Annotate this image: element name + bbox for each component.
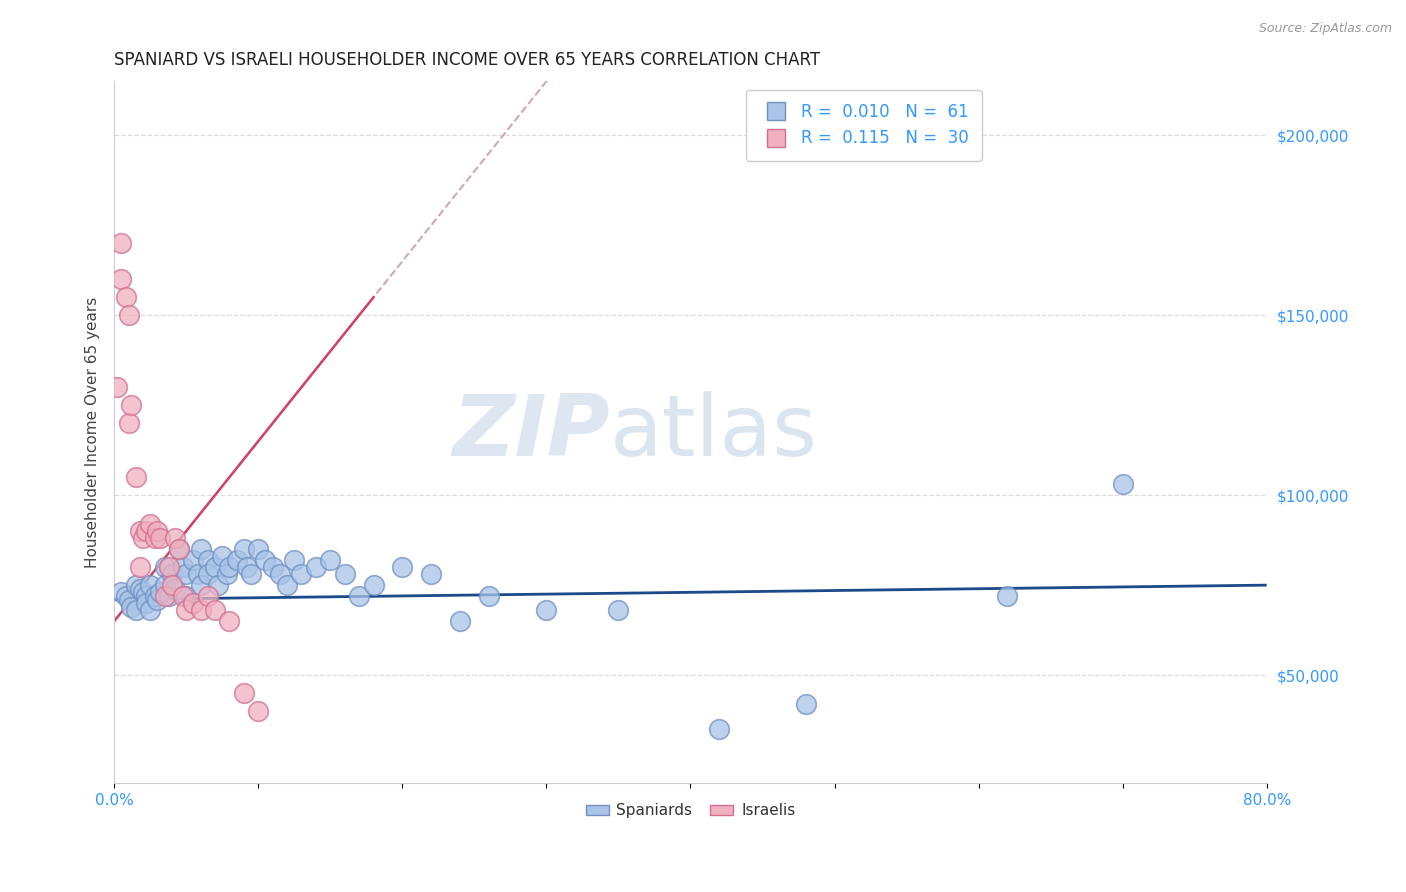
Point bbox=[363, 578, 385, 592]
Y-axis label: Householder Income Over 65 years: Householder Income Over 65 years bbox=[86, 296, 100, 568]
Point bbox=[172, 589, 194, 603]
Point bbox=[391, 560, 413, 574]
Point bbox=[117, 592, 139, 607]
Point bbox=[262, 560, 284, 574]
Point bbox=[240, 567, 263, 582]
Point bbox=[110, 585, 132, 599]
Point bbox=[153, 560, 176, 574]
Point bbox=[105, 380, 128, 394]
Point bbox=[157, 589, 180, 603]
Point bbox=[207, 578, 229, 592]
Point bbox=[139, 516, 162, 531]
Point bbox=[276, 578, 298, 592]
Point bbox=[197, 553, 219, 567]
Point bbox=[190, 578, 212, 592]
Point bbox=[536, 603, 558, 617]
Point bbox=[135, 524, 157, 538]
Point bbox=[135, 589, 157, 603]
Point bbox=[139, 578, 162, 592]
Point bbox=[139, 603, 162, 617]
Point bbox=[114, 589, 136, 603]
Point bbox=[183, 553, 205, 567]
Point bbox=[110, 272, 132, 286]
Point bbox=[290, 567, 312, 582]
Point bbox=[449, 614, 471, 628]
Point bbox=[174, 567, 197, 582]
Text: Source: ZipAtlas.com: Source: ZipAtlas.com bbox=[1258, 22, 1392, 36]
Text: SPANIARD VS ISRAELI HOUSEHOLDER INCOME OVER 65 YEARS CORRELATION CHART: SPANIARD VS ISRAELI HOUSEHOLDER INCOME O… bbox=[114, 51, 820, 69]
Point bbox=[110, 236, 132, 251]
Point bbox=[167, 542, 190, 557]
Point bbox=[204, 603, 226, 617]
Point bbox=[478, 589, 501, 603]
Point bbox=[153, 578, 176, 592]
Point bbox=[218, 560, 240, 574]
Point bbox=[125, 603, 148, 617]
Point bbox=[172, 560, 194, 574]
Point bbox=[121, 398, 143, 412]
Point bbox=[709, 722, 731, 736]
Point bbox=[146, 592, 169, 607]
Point bbox=[218, 614, 240, 628]
Point bbox=[149, 532, 172, 546]
Point bbox=[163, 532, 186, 546]
Point bbox=[254, 553, 277, 567]
Point bbox=[197, 589, 219, 603]
Point bbox=[160, 567, 183, 582]
Point bbox=[190, 542, 212, 557]
Point bbox=[215, 567, 238, 582]
Point bbox=[247, 542, 270, 557]
Point bbox=[232, 542, 254, 557]
Point bbox=[197, 567, 219, 582]
Legend: Spaniards, Israelis: Spaniards, Israelis bbox=[579, 797, 801, 824]
Point bbox=[125, 470, 148, 484]
Point bbox=[163, 582, 186, 596]
Point bbox=[149, 585, 172, 599]
Point bbox=[117, 308, 139, 322]
Point bbox=[129, 560, 152, 574]
Point bbox=[187, 567, 209, 582]
Point bbox=[143, 532, 166, 546]
Point bbox=[114, 290, 136, 304]
Point bbox=[269, 567, 291, 582]
Point bbox=[167, 542, 190, 557]
Point bbox=[232, 686, 254, 700]
Point bbox=[132, 585, 155, 599]
Text: ZIP: ZIP bbox=[453, 391, 610, 474]
Point bbox=[247, 704, 270, 718]
Point bbox=[235, 560, 257, 574]
Point bbox=[135, 596, 157, 610]
Point bbox=[225, 553, 247, 567]
Point bbox=[174, 603, 197, 617]
Point bbox=[157, 560, 180, 574]
Point bbox=[333, 567, 356, 582]
Point bbox=[997, 589, 1019, 603]
Point bbox=[607, 603, 630, 617]
Point bbox=[420, 567, 443, 582]
Point bbox=[146, 524, 169, 538]
Point bbox=[347, 589, 370, 603]
Point bbox=[153, 589, 176, 603]
Point bbox=[129, 582, 152, 596]
Point bbox=[183, 596, 205, 610]
Point bbox=[283, 553, 305, 567]
Point bbox=[160, 578, 183, 592]
Text: atlas: atlas bbox=[610, 391, 818, 474]
Point bbox=[204, 560, 226, 574]
Point bbox=[143, 589, 166, 603]
Point bbox=[174, 589, 197, 603]
Point bbox=[1111, 477, 1133, 491]
Point bbox=[129, 524, 152, 538]
Point bbox=[305, 560, 328, 574]
Point bbox=[132, 532, 155, 546]
Point bbox=[794, 697, 817, 711]
Point bbox=[211, 549, 233, 564]
Point bbox=[319, 553, 342, 567]
Point bbox=[121, 599, 143, 614]
Point bbox=[117, 416, 139, 430]
Point bbox=[190, 603, 212, 617]
Point bbox=[125, 578, 148, 592]
